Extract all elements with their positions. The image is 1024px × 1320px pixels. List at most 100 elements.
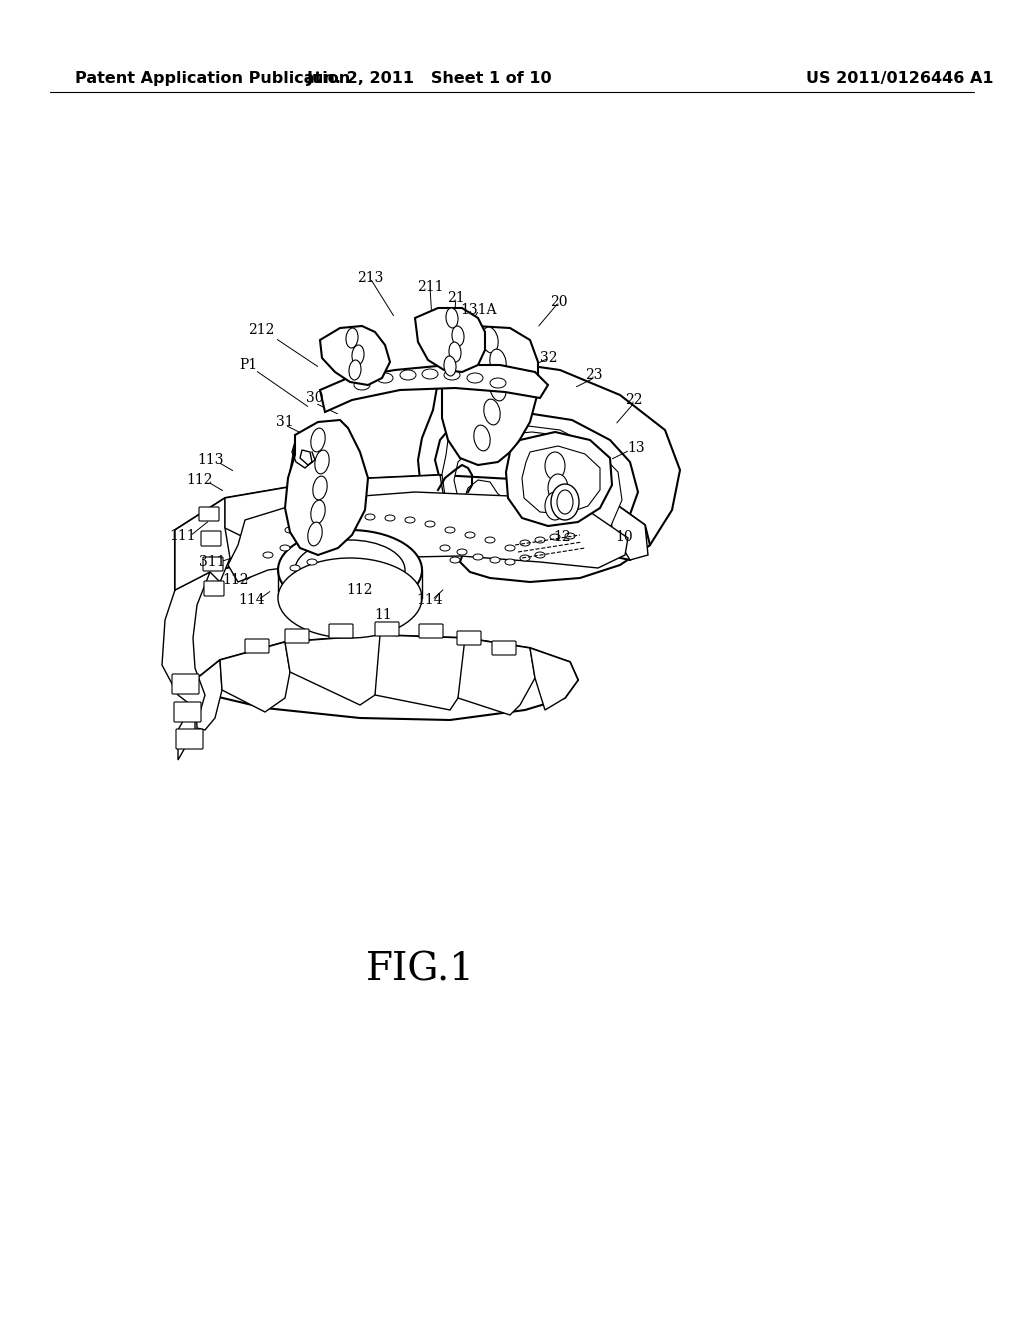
- FancyBboxPatch shape: [492, 642, 516, 655]
- Polygon shape: [195, 660, 222, 730]
- Polygon shape: [288, 436, 352, 525]
- Ellipse shape: [485, 537, 495, 543]
- Ellipse shape: [285, 527, 295, 533]
- Ellipse shape: [535, 537, 545, 543]
- Polygon shape: [228, 492, 628, 582]
- Ellipse shape: [548, 474, 568, 502]
- Text: 23: 23: [586, 368, 603, 381]
- Ellipse shape: [345, 513, 355, 520]
- Polygon shape: [442, 425, 622, 554]
- Ellipse shape: [446, 308, 458, 327]
- Text: 10: 10: [615, 531, 633, 544]
- Ellipse shape: [445, 527, 455, 533]
- Polygon shape: [458, 638, 535, 715]
- Polygon shape: [178, 680, 195, 760]
- Text: 112: 112: [223, 573, 249, 587]
- Text: P1: P1: [239, 358, 257, 372]
- Ellipse shape: [490, 557, 500, 564]
- Ellipse shape: [489, 375, 506, 401]
- FancyBboxPatch shape: [174, 702, 201, 722]
- Ellipse shape: [565, 533, 575, 539]
- Polygon shape: [530, 648, 578, 710]
- Polygon shape: [225, 480, 335, 554]
- FancyBboxPatch shape: [176, 729, 203, 748]
- FancyBboxPatch shape: [204, 581, 224, 597]
- Ellipse shape: [465, 532, 475, 539]
- Text: FIG.1: FIG.1: [366, 952, 474, 989]
- Ellipse shape: [349, 360, 361, 380]
- FancyBboxPatch shape: [245, 639, 269, 653]
- Polygon shape: [319, 366, 548, 412]
- FancyBboxPatch shape: [419, 624, 443, 638]
- Ellipse shape: [312, 477, 328, 500]
- Text: 31: 31: [276, 414, 294, 429]
- Ellipse shape: [444, 356, 456, 376]
- Polygon shape: [220, 642, 290, 711]
- Polygon shape: [375, 635, 470, 710]
- Ellipse shape: [307, 558, 317, 565]
- Text: US 2011/0126446 A1: US 2011/0126446 A1: [806, 70, 993, 86]
- Polygon shape: [285, 420, 368, 554]
- Ellipse shape: [482, 327, 499, 352]
- Ellipse shape: [422, 370, 438, 379]
- FancyBboxPatch shape: [285, 630, 309, 643]
- Ellipse shape: [474, 425, 490, 451]
- Ellipse shape: [377, 374, 393, 383]
- Text: 111: 111: [170, 529, 197, 543]
- Text: 32: 32: [541, 351, 558, 366]
- Ellipse shape: [278, 558, 422, 638]
- FancyBboxPatch shape: [201, 531, 221, 546]
- Polygon shape: [506, 432, 612, 525]
- Polygon shape: [442, 326, 538, 465]
- Polygon shape: [418, 360, 680, 582]
- Text: 213: 213: [356, 271, 383, 285]
- Text: 112: 112: [186, 473, 213, 487]
- Ellipse shape: [444, 370, 460, 380]
- FancyBboxPatch shape: [375, 622, 399, 636]
- Polygon shape: [415, 308, 485, 372]
- Polygon shape: [285, 635, 385, 705]
- Ellipse shape: [278, 531, 422, 610]
- Ellipse shape: [385, 515, 395, 521]
- Ellipse shape: [425, 521, 435, 527]
- Ellipse shape: [308, 523, 323, 546]
- Ellipse shape: [449, 342, 461, 362]
- Text: 11: 11: [374, 609, 392, 622]
- Ellipse shape: [535, 552, 545, 558]
- Text: 211: 211: [417, 280, 443, 294]
- Ellipse shape: [354, 380, 370, 389]
- Polygon shape: [610, 500, 648, 560]
- Ellipse shape: [467, 374, 483, 383]
- Polygon shape: [175, 498, 230, 590]
- Ellipse shape: [550, 535, 560, 540]
- Polygon shape: [175, 475, 650, 590]
- Ellipse shape: [551, 484, 579, 520]
- FancyBboxPatch shape: [199, 507, 219, 521]
- Text: 212: 212: [248, 323, 274, 337]
- Ellipse shape: [457, 549, 467, 554]
- Polygon shape: [319, 326, 390, 385]
- Ellipse shape: [520, 540, 530, 546]
- Ellipse shape: [406, 517, 415, 523]
- Ellipse shape: [314, 450, 329, 474]
- Text: 114: 114: [417, 593, 443, 607]
- Ellipse shape: [325, 516, 335, 521]
- Ellipse shape: [295, 540, 406, 601]
- Text: 21: 21: [447, 290, 465, 305]
- Ellipse shape: [300, 540, 310, 546]
- Text: 131A: 131A: [461, 304, 498, 317]
- Ellipse shape: [489, 348, 506, 375]
- Text: 112: 112: [347, 583, 374, 597]
- FancyBboxPatch shape: [329, 624, 353, 638]
- Ellipse shape: [352, 345, 365, 364]
- FancyBboxPatch shape: [172, 675, 199, 694]
- Text: 12: 12: [553, 531, 570, 544]
- Ellipse shape: [452, 326, 464, 346]
- Text: Jun. 2, 2011   Sheet 1 of 10: Jun. 2, 2011 Sheet 1 of 10: [307, 70, 553, 86]
- Ellipse shape: [290, 565, 300, 572]
- Text: 30: 30: [306, 391, 324, 405]
- FancyBboxPatch shape: [203, 557, 223, 572]
- Ellipse shape: [505, 558, 515, 565]
- Polygon shape: [162, 531, 210, 711]
- Ellipse shape: [520, 554, 530, 561]
